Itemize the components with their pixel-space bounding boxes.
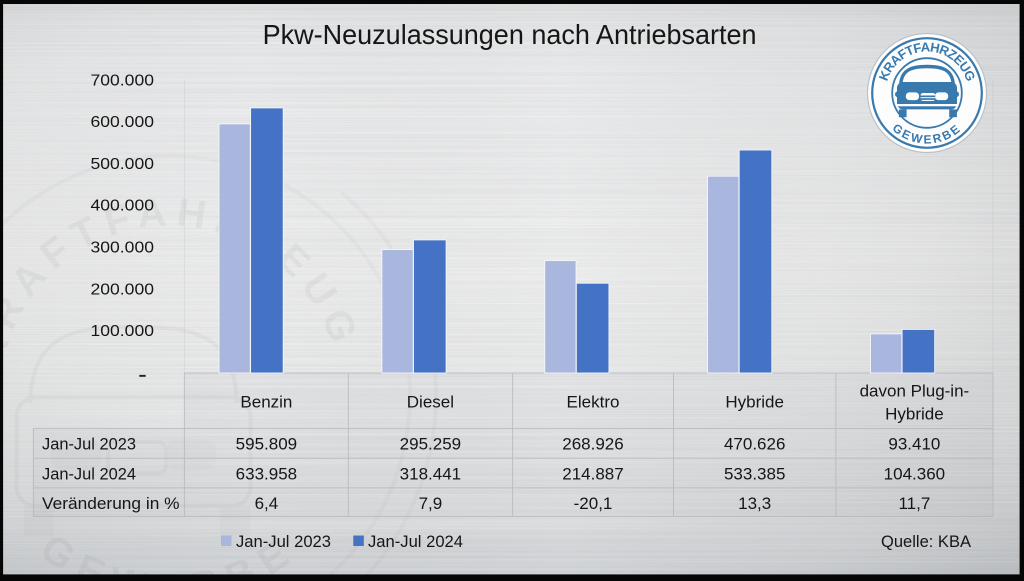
svg-text:633.958: 633.958 <box>236 464 297 483</box>
svg-text:470.626: 470.626 <box>724 434 785 453</box>
svg-text:11,7: 11,7 <box>898 494 930 513</box>
svg-text:533.385: 533.385 <box>724 464 785 483</box>
svg-text:295.259: 295.259 <box>400 434 461 453</box>
svg-text:400.000: 400.000 <box>91 198 155 215</box>
svg-text:104.360: 104.360 <box>884 464 945 483</box>
svg-text:Elektro: Elektro <box>567 392 620 411</box>
svg-text:13,3: 13,3 <box>738 494 771 513</box>
svg-text:300.000: 300.000 <box>91 240 155 257</box>
svg-text:Hybride: Hybride <box>885 405 944 424</box>
svg-text:6,4: 6,4 <box>255 494 279 513</box>
svg-text:Jan-Jul 2024: Jan-Jul 2024 <box>368 532 463 551</box>
svg-text:davon Plug-in-: davon Plug-in- <box>860 382 970 401</box>
svg-text:100.000: 100.000 <box>91 323 155 340</box>
svg-text:Jan-Jul 2023: Jan-Jul 2023 <box>236 532 331 551</box>
svg-text:Diesel: Diesel <box>407 392 454 411</box>
svg-text:Quelle: KBA: Quelle: KBA <box>881 532 972 551</box>
svg-text:93.410: 93.410 <box>888 434 940 453</box>
svg-text:7,9: 7,9 <box>419 494 443 513</box>
svg-text:595.809: 595.809 <box>236 434 297 453</box>
svg-text:500.000: 500.000 <box>91 156 155 173</box>
svg-text:Benzin: Benzin <box>240 392 292 411</box>
svg-text:-20,1: -20,1 <box>574 494 613 513</box>
svg-text:700.000: 700.000 <box>91 72 155 89</box>
svg-text:200.000: 200.000 <box>91 281 155 298</box>
svg-text:Jan-Jul 2024: Jan-Jul 2024 <box>42 464 136 483</box>
svg-text:Veränderung in %: Veränderung in % <box>42 494 180 513</box>
svg-text:Hybride: Hybride <box>725 392 784 411</box>
svg-text:268.926: 268.926 <box>562 434 623 453</box>
svg-text:214.887: 214.887 <box>562 464 623 483</box>
svg-text:Jan-Jul 2023: Jan-Jul 2023 <box>42 434 136 453</box>
svg-text:600.000: 600.000 <box>91 114 155 131</box>
svg-text:Pkw-Neuzulassungen nach Antrie: Pkw-Neuzulassungen nach Antriebsarten <box>263 19 757 50</box>
svg-text:318.441: 318.441 <box>400 464 461 483</box>
